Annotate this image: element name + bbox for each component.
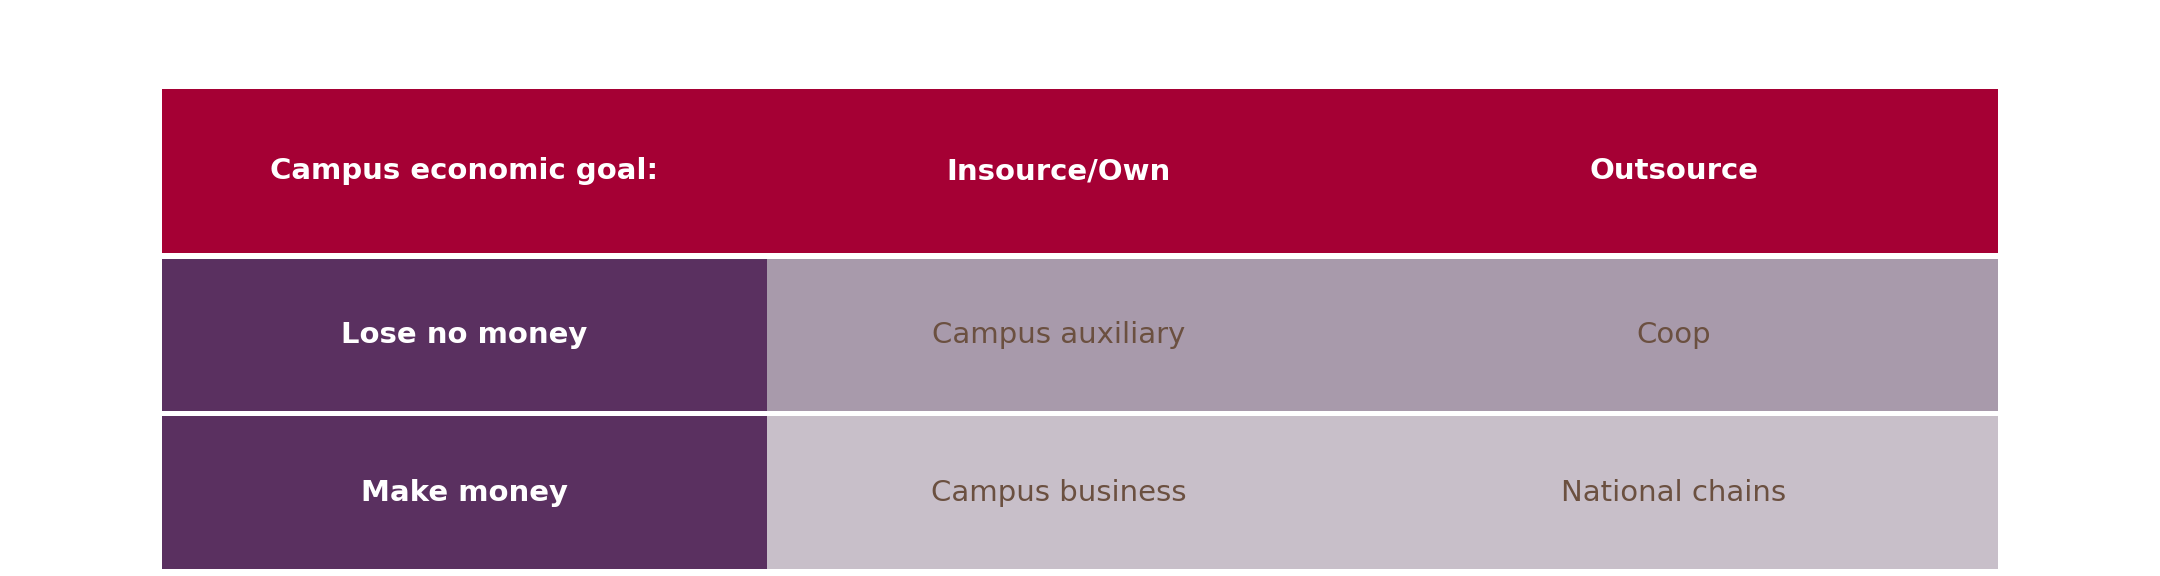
FancyBboxPatch shape — [162, 259, 767, 411]
Text: Make money: Make money — [361, 479, 568, 507]
Text: Lose no money: Lose no money — [341, 321, 588, 349]
Text: Campus auxiliary: Campus auxiliary — [931, 321, 1186, 349]
Text: Campus business: Campus business — [931, 479, 1186, 507]
Text: Campus economic goal:: Campus economic goal: — [270, 157, 659, 185]
Text: National chains: National chains — [1562, 479, 1786, 507]
Text: Coop: Coop — [1637, 321, 1711, 349]
Text: Insource/Own: Insource/Own — [946, 157, 1171, 185]
FancyBboxPatch shape — [767, 416, 1998, 569]
FancyBboxPatch shape — [162, 89, 1998, 253]
Text: Outsource: Outsource — [1590, 157, 1758, 185]
FancyBboxPatch shape — [162, 416, 767, 569]
FancyBboxPatch shape — [767, 259, 1998, 411]
